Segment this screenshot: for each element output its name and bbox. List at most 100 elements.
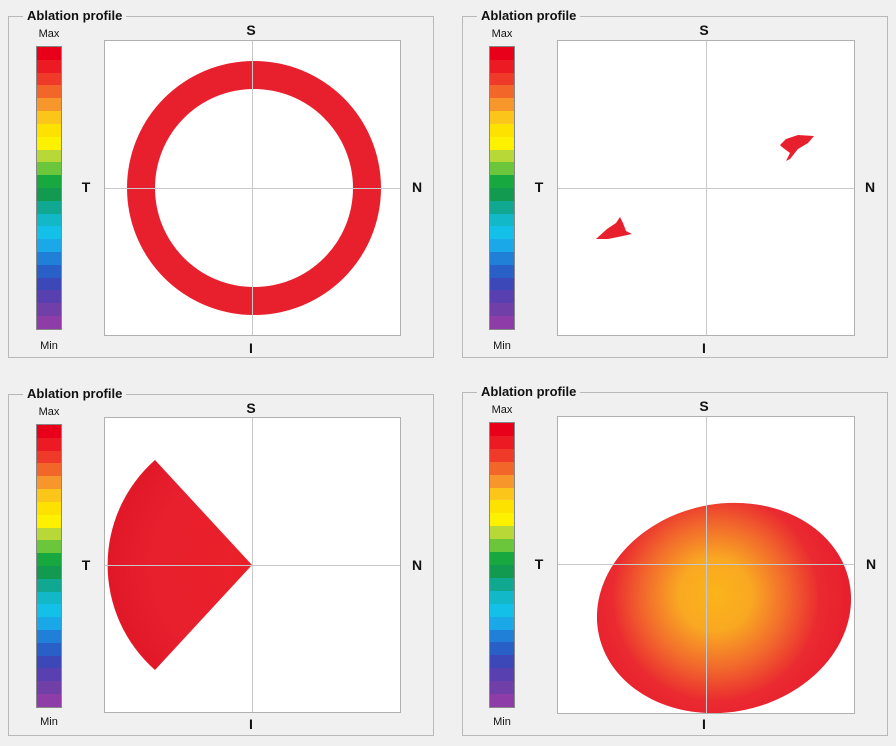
color-scale-segment <box>490 564 514 578</box>
color-scale-segment <box>490 423 514 436</box>
color-scale-segment <box>490 98 514 112</box>
color-scale-segment <box>490 213 514 227</box>
color-scale-segment <box>490 316 514 329</box>
direction-temporal-label: T <box>81 179 91 195</box>
color-scale-segment <box>37 437 61 451</box>
color-scale-segment <box>490 239 514 252</box>
color-scale-segment <box>490 162 514 176</box>
color-scale-segment <box>37 59 61 73</box>
ablation-panel-4: Ablation profile Max Min S I T N <box>462 384 888 736</box>
color-scale-segment <box>490 461 514 475</box>
color-scale-segment <box>37 149 61 163</box>
color-scale-segment <box>490 552 514 565</box>
color-scale-segment <box>490 226 514 240</box>
color-scale-segment <box>37 111 61 124</box>
color-scale-segment <box>37 98 61 112</box>
color-scale-segment <box>37 425 61 438</box>
color-scale-segment <box>37 681 61 695</box>
color-scale-segment <box>37 136 61 150</box>
color-scale-segment <box>490 187 514 201</box>
color-scale-segment <box>37 540 61 554</box>
color-scale-segment <box>490 526 514 540</box>
color-scale-segment <box>490 577 514 591</box>
color-scale-segment <box>37 175 61 188</box>
scale-min-label: Min <box>40 716 58 728</box>
color-scale-segment <box>490 590 514 604</box>
color-scale-segment <box>490 474 514 488</box>
color-scale-segment <box>37 617 61 630</box>
color-scale-segment <box>490 448 514 462</box>
color-scale-segment <box>37 47 61 60</box>
color-scale-segment <box>490 277 514 291</box>
color-scale-segment <box>490 136 514 150</box>
color-scale-segment <box>490 85 514 99</box>
color-scale-bar <box>36 424 62 708</box>
color-scale-segment <box>490 694 514 707</box>
color-scale-segment <box>490 435 514 449</box>
direction-inferior-label: I <box>702 716 706 732</box>
scale-max-label: Max <box>491 28 513 40</box>
scale-max-label: Max <box>38 406 60 418</box>
color-scale-segment <box>37 514 61 528</box>
color-scale-segment <box>490 655 514 669</box>
direction-temporal-label: T <box>534 556 544 572</box>
direction-temporal-label: T <box>534 179 544 195</box>
color-scale-segment <box>37 655 61 669</box>
color-scale-segment <box>490 252 514 265</box>
scale-min-label: Min <box>493 716 511 728</box>
color-scale-segment <box>490 513 514 527</box>
panel-title: Ablation profile <box>23 386 127 402</box>
direction-inferior-label: I <box>249 716 253 732</box>
color-scale-segment <box>37 123 61 137</box>
color-scale-segment <box>490 111 514 124</box>
panel-title: Ablation profile <box>477 384 581 400</box>
color-scale-segment <box>490 264 514 278</box>
scale-max-label: Max <box>491 404 513 416</box>
color-scale-segment <box>490 539 514 553</box>
color-scale-segment <box>37 213 61 227</box>
color-scale-segment <box>37 591 61 605</box>
color-scale-segment <box>490 642 514 656</box>
color-scale-segment <box>490 616 514 630</box>
scale-max-label: Max <box>38 28 60 40</box>
scale-min-label: Min <box>40 340 58 352</box>
color-scale-segment <box>37 642 61 656</box>
direction-superior-label: S <box>246 400 256 416</box>
color-scale-segment <box>37 630 61 643</box>
ablation-panel-1: Ablation profile Max Min S I T N <box>8 8 434 358</box>
color-scale-segment <box>37 463 61 477</box>
ablation-map <box>557 416 855 714</box>
color-scale-segment <box>37 187 61 201</box>
color-scale-segment <box>37 578 61 592</box>
color-scale-segment <box>37 668 61 682</box>
color-scale-segment <box>37 527 61 541</box>
color-scale-segment <box>490 200 514 214</box>
color-scale-segment <box>37 85 61 99</box>
ablation-map <box>557 40 855 336</box>
color-scale-segment <box>37 553 61 566</box>
color-scale-segment <box>490 47 514 60</box>
color-scale-segment <box>490 123 514 137</box>
color-scale-segment <box>37 303 61 317</box>
direction-inferior-label: I <box>702 340 706 356</box>
direction-superior-label: S <box>699 22 709 38</box>
color-scale-segment <box>490 149 514 163</box>
color-scale-segment <box>37 200 61 214</box>
ablation-map <box>104 417 401 713</box>
color-scale-segment <box>490 72 514 86</box>
ablation-island-lower <box>596 217 632 239</box>
color-scale-segment <box>37 162 61 176</box>
ablation-ellipse <box>596 502 852 713</box>
direction-nasal-label: N <box>411 557 423 573</box>
color-scale-segment <box>490 303 514 317</box>
color-scale-segment <box>37 277 61 291</box>
panel-title: Ablation profile <box>23 8 127 24</box>
direction-nasal-label: N <box>864 179 876 195</box>
color-scale-bar <box>36 46 62 330</box>
ablation-island-upper <box>780 135 814 161</box>
color-scale-segment <box>490 681 514 695</box>
color-scale-segment <box>37 226 61 240</box>
color-scale-segment <box>490 59 514 73</box>
scale-min-label: Min <box>493 340 511 352</box>
color-scale-segment <box>490 500 514 514</box>
